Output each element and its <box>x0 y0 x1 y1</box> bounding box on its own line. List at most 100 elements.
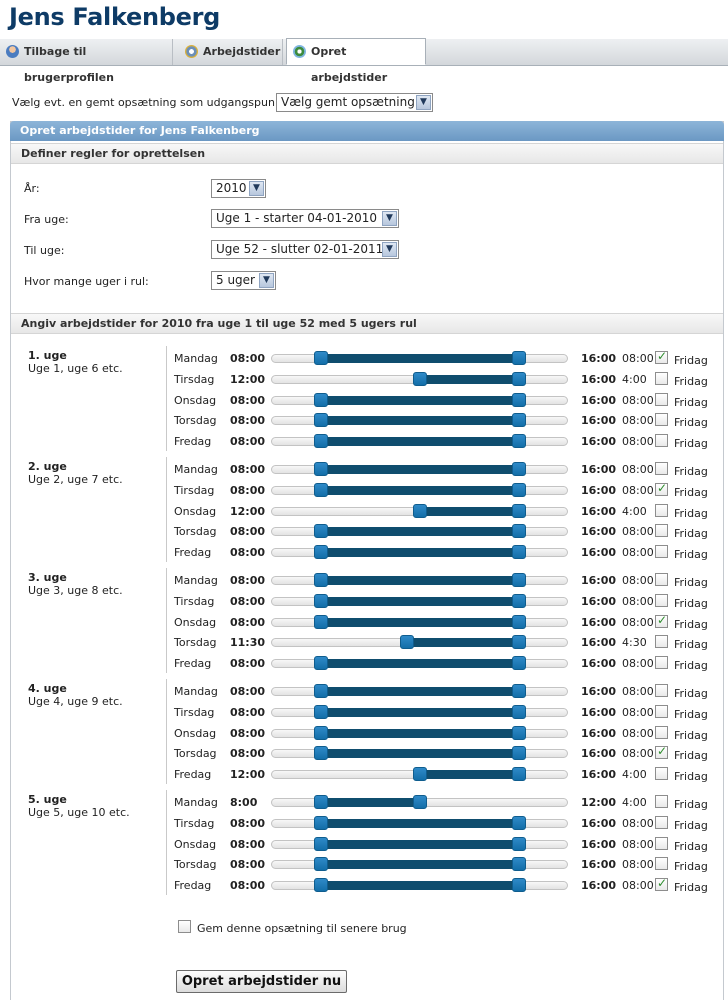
rotation-select[interactable]: 5 uger ▼ <box>211 271 276 290</box>
slider-end-handle[interactable] <box>511 393 526 407</box>
fridag-label: Fridag <box>674 798 708 811</box>
tab-back-to-profile[interactable]: Tilbage til brugerprofilen <box>0 39 173 84</box>
tab-work-hours[interactable]: Arbejdstider <box>179 39 283 65</box>
slider-start-handle[interactable] <box>313 746 328 760</box>
slider-start-handle[interactable] <box>412 504 427 518</box>
fridag-checkbox[interactable] <box>655 504 668 517</box>
slider-start-handle[interactable] <box>313 483 328 497</box>
preset-select[interactable]: Vælg gemt opsætning ▼ <box>276 93 433 112</box>
slider-end-handle[interactable] <box>511 656 526 670</box>
slider-start-handle[interactable] <box>313 878 328 892</box>
slider-end-handle[interactable] <box>511 684 526 698</box>
slider-range <box>320 749 519 758</box>
slider-start-handle[interactable] <box>313 656 328 670</box>
slider-end-handle[interactable] <box>511 504 526 518</box>
fridag-checkbox[interactable] <box>655 744 668 759</box>
fridag-checkbox[interactable] <box>655 767 668 780</box>
slider-start-handle[interactable] <box>400 635 415 649</box>
slider-range <box>419 507 519 516</box>
slider-start-handle[interactable] <box>412 767 427 781</box>
start-time: 11:30 <box>230 636 266 649</box>
slider-end-handle[interactable] <box>511 545 526 559</box>
slider-start-handle[interactable] <box>313 705 328 719</box>
fridag-checkbox[interactable] <box>655 481 668 496</box>
year-select[interactable]: 2010 ▼ <box>211 179 266 198</box>
save-setup-checkbox[interactable] <box>178 920 191 933</box>
slider-end-handle[interactable] <box>511 413 526 427</box>
to-week-select[interactable]: Uge 52 - slutter 02-01-2011 ▼ <box>211 240 399 259</box>
slider-start-handle[interactable] <box>313 524 328 538</box>
chevron-down-icon: ▼ <box>416 95 431 110</box>
fridag-checkbox[interactable] <box>655 462 668 475</box>
fridag-checkbox[interactable] <box>655 393 668 406</box>
slider-end-handle[interactable] <box>511 434 526 448</box>
slider-start-handle[interactable] <box>313 857 328 871</box>
fridag-checkbox[interactable] <box>655 726 668 739</box>
slider-start-handle[interactable] <box>313 684 328 698</box>
slider-end-handle[interactable] <box>511 635 526 649</box>
hours-total: 08:00 <box>622 525 654 538</box>
slider-end-handle[interactable] <box>511 372 526 386</box>
fridag-checkbox[interactable] <box>655 816 668 829</box>
slider-start-handle[interactable] <box>313 545 328 559</box>
slider-start-handle[interactable] <box>313 434 328 448</box>
week-subtitle: Uge 5, uge 10 etc. <box>28 806 130 819</box>
slider-end-handle[interactable] <box>511 746 526 760</box>
slider-end-handle[interactable] <box>511 573 526 587</box>
fridag-checkbox[interactable] <box>655 656 668 669</box>
fridag-checkbox[interactable] <box>655 613 668 628</box>
slider-start-handle[interactable] <box>313 795 328 809</box>
create-work-hours-button[interactable]: Opret arbejdstider nu <box>176 970 347 993</box>
fridag-checkbox[interactable] <box>655 413 668 426</box>
slider-end-handle[interactable] <box>412 795 427 809</box>
fridag-label: Fridag <box>674 729 708 742</box>
slider-end-handle[interactable] <box>511 705 526 719</box>
fridag-checkbox[interactable] <box>655 705 668 718</box>
fridag-checkbox[interactable] <box>655 876 668 891</box>
fridag-checkbox[interactable] <box>655 349 668 364</box>
fridag-label: Fridag <box>674 548 708 561</box>
slider-end-handle[interactable] <box>511 483 526 497</box>
slider-end-handle[interactable] <box>511 615 526 629</box>
add-icon <box>293 45 306 58</box>
fridag-checkbox[interactable] <box>655 837 668 850</box>
week-divider <box>166 568 167 673</box>
slider-end-handle[interactable] <box>511 462 526 476</box>
slider-start-handle[interactable] <box>313 573 328 587</box>
slider-start-handle[interactable] <box>313 351 328 365</box>
week-title: 5. uge <box>28 793 67 806</box>
slider-end-handle[interactable] <box>511 878 526 892</box>
slider-start-handle[interactable] <box>313 726 328 740</box>
slider-end-handle[interactable] <box>511 524 526 538</box>
slider-end-handle[interactable] <box>511 816 526 830</box>
slider-end-handle[interactable] <box>511 351 526 365</box>
fridag-checkbox[interactable] <box>655 594 668 607</box>
hours-total: 08:00 <box>622 484 654 497</box>
fridag-checkbox[interactable] <box>655 573 668 586</box>
slider-start-handle[interactable] <box>313 462 328 476</box>
from-week-select[interactable]: Uge 1 - starter 04-01-2010 ▼ <box>211 209 399 228</box>
fridag-checkbox[interactable] <box>655 545 668 558</box>
slider-end-handle[interactable] <box>511 594 526 608</box>
fridag-checkbox[interactable] <box>655 857 668 870</box>
slider-end-handle[interactable] <box>511 837 526 851</box>
slider-start-handle[interactable] <box>313 393 328 407</box>
tab-create-work-hours[interactable]: Opret arbejdstider <box>286 38 426 84</box>
fridag-checkbox[interactable] <box>655 635 668 648</box>
fridag-checkbox[interactable] <box>655 372 668 385</box>
start-time: 08:00 <box>230 838 266 851</box>
slider-start-handle[interactable] <box>313 594 328 608</box>
slider-start-handle[interactable] <box>412 372 427 386</box>
slider-end-handle[interactable] <box>511 857 526 871</box>
fridag-checkbox[interactable] <box>655 684 668 697</box>
fridag-checkbox[interactable] <box>655 524 668 537</box>
slider-start-handle[interactable] <box>313 413 328 427</box>
slider-start-handle[interactable] <box>313 837 328 851</box>
slider-end-handle[interactable] <box>511 726 526 740</box>
fridag-checkbox[interactable] <box>655 434 668 447</box>
slider-start-handle[interactable] <box>313 615 328 629</box>
fridag-checkbox[interactable] <box>655 795 668 808</box>
end-time: 16:00 <box>581 546 617 559</box>
slider-end-handle[interactable] <box>511 767 526 781</box>
slider-start-handle[interactable] <box>313 816 328 830</box>
